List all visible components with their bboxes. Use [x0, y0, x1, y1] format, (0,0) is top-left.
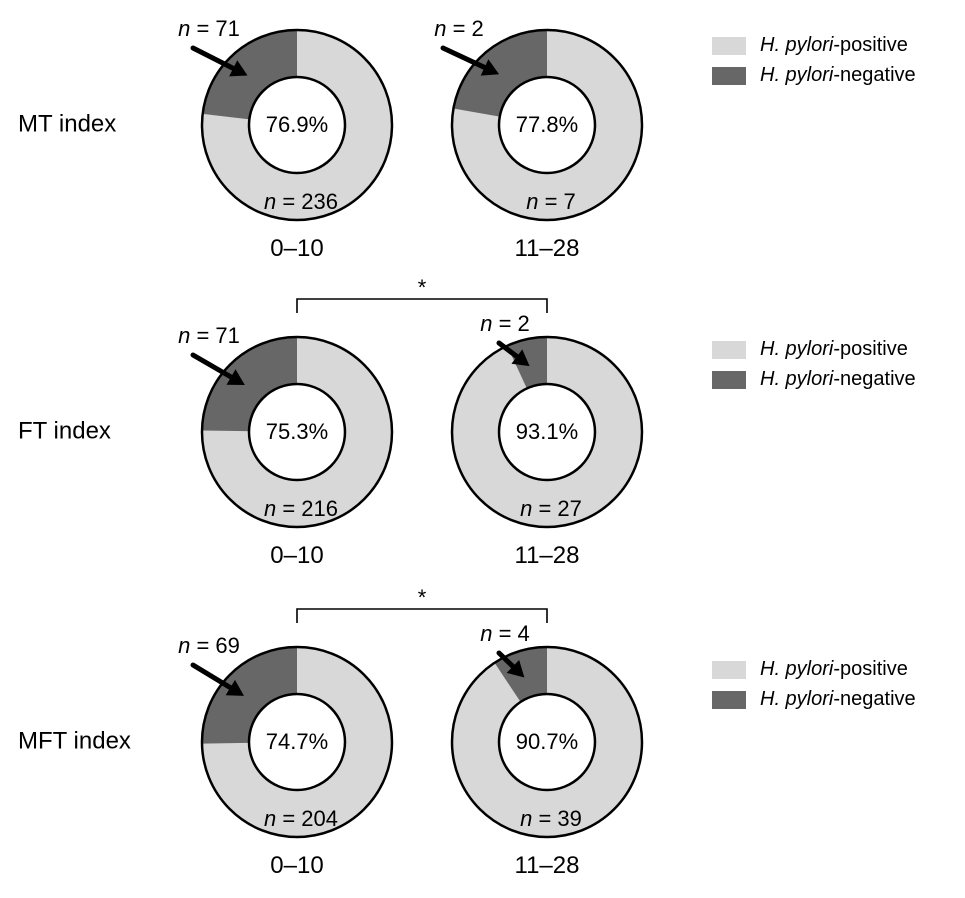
donut-0: 76.9% n = 236 n = 71 0–10 — [178, 16, 394, 262]
category-label: 11–28 — [515, 542, 580, 569]
legend-swatch-negative — [712, 67, 746, 85]
chart-row-1: FT index * 75.3% n = 216 n = 71 0–10 93.1% n = … — [18, 275, 916, 569]
donut-outline — [450, 335, 644, 529]
center-percentage: 76.9% — [266, 112, 328, 137]
arrow-shaft — [190, 45, 236, 71]
legend: H. pylori-positive H. pylori-negative — [712, 658, 916, 710]
arrow-shaft — [190, 352, 234, 380]
legend-swatch-positive — [712, 661, 746, 679]
legend-swatch-positive — [712, 341, 746, 359]
row-label: MT index — [18, 110, 116, 137]
arrow-head — [480, 59, 500, 76]
arrow-shaft — [190, 662, 233, 691]
row-label: FT index — [18, 417, 111, 444]
donut-hole — [497, 75, 597, 175]
legend-label-negative: H. pylori-negative — [760, 368, 916, 390]
donut-1: 93.1% n = 27 n = 2 11–28 — [450, 311, 644, 569]
n-label-negative: n = 71 — [178, 323, 240, 348]
significance-star: * — [418, 585, 427, 610]
n-label-positive: n = 236 — [264, 189, 338, 214]
center-percentage: 75.3% — [266, 419, 328, 444]
donut-outline — [200, 28, 394, 222]
legend-label-negative: H. pylori-negative — [760, 688, 916, 710]
arrow-shaft — [440, 45, 488, 70]
bracket-line — [296, 608, 548, 623]
category-label: 0–10 — [270, 542, 323, 569]
center-percentage: 90.7% — [516, 729, 578, 754]
callout-arrow — [190, 352, 245, 386]
n-label-positive: n = 216 — [264, 496, 338, 521]
donut-1: 90.7% n = 39 n = 4 11–28 — [450, 621, 644, 879]
significance-bracket: * — [296, 585, 548, 623]
center-percentage: 74.7% — [266, 729, 328, 754]
arrow-head — [225, 679, 245, 696]
n-label-positive: n = 39 — [520, 806, 582, 831]
callout-arrow — [496, 340, 530, 367]
donut-1: 77.8% n = 7 n = 2 11–28 — [434, 16, 644, 262]
arrow-head — [229, 60, 248, 77]
chart-row-0: MT index 76.9% n = 236 n = 71 0–10 77.8% n = 7… — [18, 16, 916, 262]
n-label-positive: n = 7 — [526, 189, 576, 214]
n-label-positive: n = 27 — [520, 496, 582, 521]
legend-swatch-positive — [712, 37, 746, 55]
n-label-negative: n = 4 — [480, 621, 530, 646]
arrow-head — [226, 369, 245, 386]
callout-arrow — [496, 650, 525, 678]
legend: H. pylori-positive H. pylori-negative — [712, 338, 916, 390]
category-label: 11–28 — [515, 852, 580, 879]
donut-outline — [450, 28, 644, 222]
callout-arrow — [190, 662, 245, 696]
donut-0: 74.7% n = 204 n = 69 0–10 — [178, 633, 394, 879]
category-label: 0–10 — [270, 852, 323, 879]
arrow-head — [511, 349, 530, 367]
legend: H. pylori-positive H. pylori-negative — [712, 34, 916, 86]
donut-hole — [247, 692, 347, 792]
legend-label-negative: H. pylori-negative — [760, 64, 916, 86]
donut-hole — [247, 382, 347, 482]
donut-hole — [497, 382, 597, 482]
bracket-line — [296, 298, 548, 313]
donut-outline — [200, 645, 394, 839]
donut-outline — [200, 335, 394, 529]
significance-star: * — [418, 275, 427, 300]
arrow-head — [506, 659, 525, 678]
n-label-negative: n = 2 — [434, 16, 484, 41]
callout-arrow — [190, 45, 248, 77]
legend-swatch-negative — [712, 691, 746, 709]
donut-hole — [497, 692, 597, 792]
legend-label-positive: H. pylori-positive — [760, 658, 908, 680]
donut-outline — [450, 645, 644, 839]
n-label-negative: n = 69 — [178, 633, 240, 658]
arrow-shaft — [496, 650, 516, 669]
donut-hole — [247, 75, 347, 175]
callout-arrow — [440, 45, 500, 76]
legend-label-positive: H. pylori-positive — [760, 34, 908, 56]
center-percentage: 77.8% — [516, 112, 578, 137]
donut-0: 75.3% n = 216 n = 71 0–10 — [178, 323, 394, 569]
center-percentage: 93.1% — [516, 419, 578, 444]
legend-swatch-negative — [712, 371, 746, 389]
significance-bracket: * — [296, 275, 548, 313]
row-label: MFT index — [18, 727, 131, 754]
category-label: 11–28 — [515, 235, 580, 262]
category-label: 0–10 — [270, 235, 323, 262]
n-label-negative: n = 71 — [178, 16, 240, 41]
chart-row-2: MFT index * 74.7% n = 204 n = 69 0–10 90.7% n =… — [18, 585, 916, 879]
n-label-positive: n = 204 — [264, 806, 338, 831]
n-label-negative: n = 2 — [480, 311, 530, 336]
legend-label-positive: H. pylori-positive — [760, 338, 908, 360]
arrow-shaft — [496, 340, 520, 360]
